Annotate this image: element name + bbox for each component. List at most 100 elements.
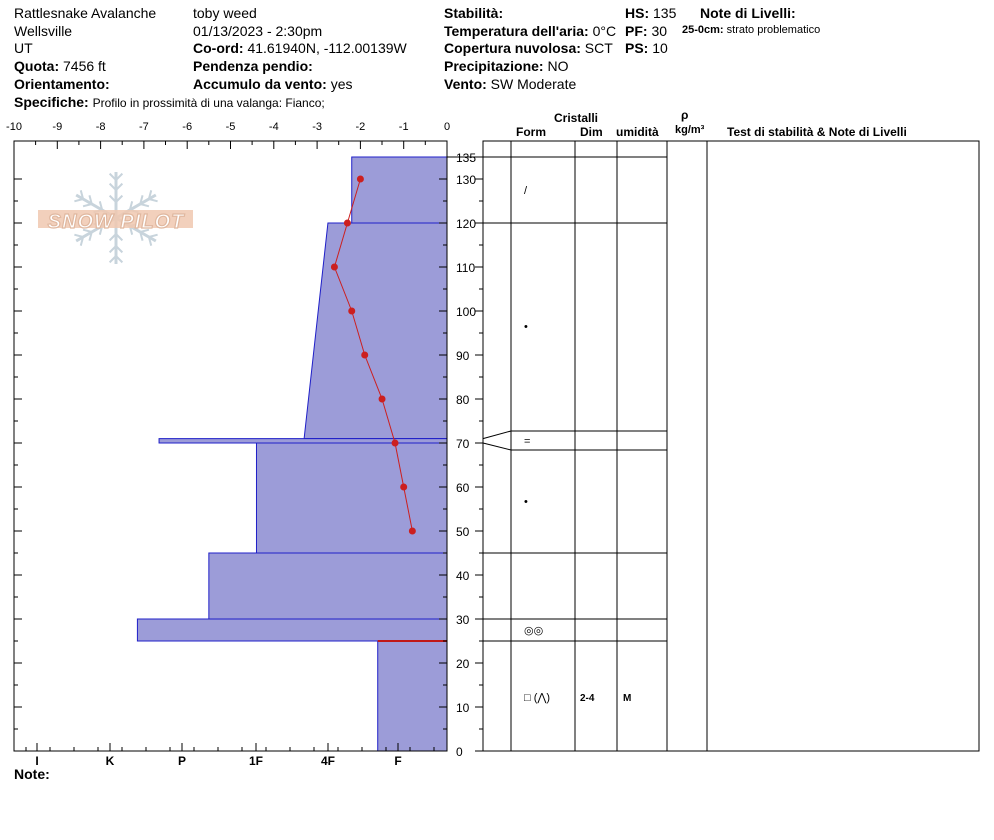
snowflake-branch bbox=[108, 255, 117, 264]
temp-tick-label: -3 bbox=[312, 121, 322, 133]
specifics-value: Profilo in prossimità di una valanga: Fi… bbox=[92, 96, 325, 110]
snowflake-branch bbox=[74, 198, 84, 203]
table-connector bbox=[482, 430, 512, 440]
temperature-point bbox=[348, 307, 356, 315]
height-tick-label: 90 bbox=[456, 349, 470, 363]
snow-layer bbox=[158, 438, 448, 444]
temp-tick-label: -7 bbox=[139, 121, 149, 133]
snowflake-branch bbox=[128, 201, 134, 211]
snowflake-branch bbox=[74, 233, 84, 238]
size-header: Dim bbox=[580, 125, 603, 139]
wind-loading-label: Accumulo da vento: bbox=[193, 76, 327, 92]
slope-label: Pendenza pendio: bbox=[193, 58, 313, 74]
snowflake-icon bbox=[38, 172, 193, 264]
layer-notes-label: Note di Livelli: bbox=[700, 5, 796, 21]
temp-tick-label: -9 bbox=[52, 121, 62, 133]
pf-value: 30 bbox=[651, 23, 668, 39]
snowflake-branch bbox=[108, 245, 117, 254]
height-tick-label: 70 bbox=[456, 437, 470, 451]
snowflake-branch bbox=[147, 190, 153, 200]
crystal-form: • bbox=[524, 496, 528, 508]
snowflake-branch bbox=[115, 182, 124, 191]
wind-loading-value: yes bbox=[330, 76, 353, 92]
density-symbol: ρ bbox=[681, 108, 689, 122]
temp-tick-label: 0 bbox=[444, 121, 450, 133]
crystal-form: • bbox=[524, 321, 528, 333]
height-tick-label: 120 bbox=[456, 217, 476, 231]
snowflake-branch bbox=[139, 203, 150, 208]
hardness-tick-label: F bbox=[394, 754, 401, 768]
temperature-point bbox=[361, 351, 369, 359]
height-tick-label: 10 bbox=[456, 701, 470, 715]
precip-value: NO bbox=[547, 58, 569, 74]
pf-label: PF: bbox=[625, 23, 648, 39]
temperature-point bbox=[391, 439, 399, 447]
crystal-form: = bbox=[524, 436, 530, 448]
height-tick-label: 110 bbox=[456, 261, 475, 275]
elevation: Quota: 7456 ft bbox=[14, 59, 106, 73]
precip: Precipitazione: NO bbox=[444, 59, 568, 73]
cloud-label: Copertura nuvolosa: bbox=[444, 40, 581, 56]
height-tick-label: 135 bbox=[456, 151, 476, 165]
snowflake-branch bbox=[98, 201, 104, 211]
snowflake-branch bbox=[88, 231, 93, 241]
logo-banner bbox=[38, 210, 193, 228]
crystal-form: ◎◎ bbox=[524, 625, 543, 637]
snowflake-branch bbox=[88, 195, 93, 205]
snow-layer bbox=[208, 552, 448, 620]
snow-layer bbox=[303, 222, 448, 440]
height-tick-label: 20 bbox=[456, 657, 470, 671]
snowflake-branch bbox=[82, 203, 93, 208]
snow-layer bbox=[377, 640, 448, 752]
height-tick-label: 80 bbox=[456, 393, 470, 407]
coords: Co-ord: 41.61940N, -112.00139W bbox=[193, 41, 407, 55]
hardness-tick-label: K bbox=[106, 754, 115, 768]
snow-layer bbox=[136, 618, 448, 642]
cloud: Copertura nuvolosa: SCT bbox=[444, 41, 613, 55]
snowpilot-logo: SNOW PILOT bbox=[38, 172, 193, 264]
coords-label: Co-ord: bbox=[193, 40, 244, 56]
height-tick-label: 60 bbox=[456, 481, 470, 495]
specifics: Specifiche: Profilo in prossimità di una… bbox=[14, 95, 325, 109]
specifics-label: Specifiche: bbox=[14, 94, 89, 110]
crystal-size: 2-4 bbox=[580, 693, 595, 704]
stability-notes-header: Test di stabilità & Note di Livelli bbox=[727, 125, 907, 139]
snowflake-branch bbox=[147, 236, 153, 246]
snowflake-branch bbox=[108, 172, 117, 181]
snowflake-branch bbox=[82, 228, 93, 233]
hs-label: HS: bbox=[625, 5, 650, 21]
aspect-label: Orientamento: bbox=[14, 76, 110, 92]
observer: toby weed bbox=[193, 5, 257, 21]
layer-moisture: M bbox=[623, 693, 631, 704]
height-tick-label: 0 bbox=[456, 745, 463, 759]
temperature-point bbox=[378, 395, 386, 403]
density-unit: kg/m³ bbox=[675, 124, 705, 136]
snowflake-branch bbox=[115, 233, 124, 242]
air-temp-label: Temperatura dell'aria: bbox=[444, 23, 589, 39]
location-name: Rattlesnake Avalanche bbox=[14, 5, 157, 21]
ps: PS: 10 bbox=[625, 41, 668, 55]
snow-layer bbox=[255, 442, 448, 554]
snowflake-branch bbox=[108, 194, 117, 203]
wind-label: Vento: bbox=[444, 76, 487, 92]
temp-tick-label: -2 bbox=[356, 121, 366, 133]
height-tick-label: 30 bbox=[456, 613, 470, 627]
snowflake-branch bbox=[108, 182, 117, 191]
snowflake-branch bbox=[79, 236, 85, 246]
height-tick-label: 40 bbox=[456, 569, 470, 583]
ps-label: PS: bbox=[625, 40, 649, 56]
wind-value: SW Moderate bbox=[490, 76, 577, 92]
form-header: Form bbox=[516, 125, 546, 139]
moisture-header: umidità bbox=[616, 125, 659, 139]
notes-label: Note: bbox=[14, 766, 50, 782]
snowflake-branch bbox=[148, 233, 158, 238]
temperature-point bbox=[400, 483, 408, 491]
snowflake-branch bbox=[79, 190, 85, 200]
snowflake-branch bbox=[115, 172, 124, 181]
coords-value: 41.61940N, -112.00139W bbox=[247, 40, 407, 56]
temperature-point bbox=[356, 175, 364, 183]
cloud-value: SCT bbox=[584, 40, 613, 56]
hardness-tick-label: P bbox=[178, 754, 186, 768]
location-state: UT bbox=[14, 40, 33, 56]
